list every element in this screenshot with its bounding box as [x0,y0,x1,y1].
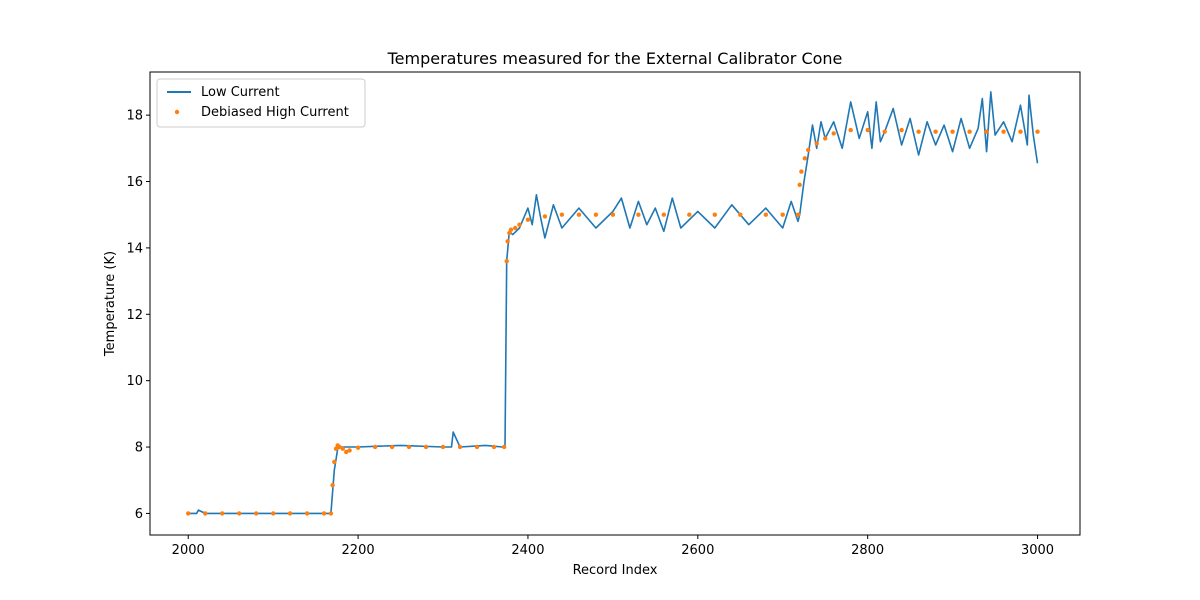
scatter-point [220,511,225,516]
legend-box [156,78,366,128]
y-axis-label: Temperature (K) [103,251,118,357]
x-tick-label: 3000 [1021,543,1054,558]
scatter-point [474,444,480,450]
axes-frame [149,71,1081,536]
scatter-point [328,511,334,516]
scatter-point [882,129,887,134]
x-axis: 2000 2200 2400 2600 2800 3000 [172,535,1054,558]
x-tick-label: 2000 [172,543,205,558]
scatter-point [806,147,811,153]
legend-marker-swatch [174,109,180,115]
scatter-point [799,169,804,174]
scatter-point [457,444,463,450]
scatter-point [1001,129,1006,134]
scatter-point [916,129,921,134]
scatter-point [287,511,293,516]
scatter-point [967,129,972,134]
series-line-low-current [188,91,1039,515]
scatter-point [502,444,507,450]
scatter-point [271,511,276,516]
scatter-point [491,444,497,450]
scatter-point [848,127,853,133]
scatter-point [337,444,342,450]
legend-label-debiased-high-current: Debiased High Current [201,105,349,120]
scatter-point [636,212,641,217]
scatter-point [802,156,807,161]
scatter-point [406,444,412,450]
legend: Low Current Debiased High Current [156,78,366,128]
scatter-point [347,448,352,453]
scatter-point [304,511,310,516]
scatter-point [254,511,259,516]
y-axis: 6 8 10 12 14 16 18 [126,109,150,522]
y-tick-label: 14 [126,241,143,256]
y-tick-label: 6 [135,507,143,522]
scatter-point [203,511,208,516]
scatter-point [576,212,582,217]
scatter-point [823,136,828,141]
scatter-point [831,131,836,136]
scatter-point [763,212,768,217]
scatter-point [186,511,191,516]
y-tick-label: 10 [126,374,143,389]
scatter-point [389,444,395,450]
scatter-point [661,212,666,217]
scatter-point [505,239,510,244]
legend-label-low-current: Low Current [201,85,280,100]
scatter-point [797,182,802,187]
x-tick-label: 2200 [342,543,375,558]
scatter-point [237,511,242,516]
y-tick-label: 18 [126,109,143,124]
scatter-point [593,212,599,217]
scatter-point [687,212,692,217]
x-tick-label: 2800 [851,543,884,558]
scatter-point [440,444,446,450]
scatter-point [344,449,349,455]
scatter-point [712,212,717,217]
scatter-point [738,212,743,217]
scatter-point [333,446,339,451]
scatter-point [1035,129,1040,134]
plot-area [149,71,1081,536]
scatter-point [423,444,429,450]
scatter-point [504,259,509,264]
x-axis-label: Record Index [573,563,658,578]
y-tick-label: 12 [126,308,143,323]
scatter-point [321,511,327,516]
scatter-point [950,129,955,134]
scatter-point [355,445,361,450]
scatter-point [610,212,616,217]
scatter-point [984,129,989,134]
scatter-point [899,127,904,133]
scatter-point [542,214,548,219]
scatter-point [1018,129,1023,134]
scatter-point [372,444,378,450]
axes-background [150,72,1080,535]
scatter-point [559,212,565,217]
scatter-point [507,230,512,236]
scatter-point [332,459,337,465]
scatter-point [795,212,801,217]
scatter-point [933,129,938,134]
scatter-point [508,227,514,232]
scatter-point [865,127,870,133]
series-layer [186,91,1040,516]
chart-title: Temperatures measured for the External C… [387,49,843,68]
scatter-point [525,217,531,222]
x-tick-label: 2400 [511,543,544,558]
scatter-point [814,141,819,146]
x-tick-label: 2600 [681,543,714,558]
y-tick-label: 16 [126,175,143,190]
scatter-point [340,446,345,451]
scatter-point [513,225,518,231]
scatter-point [517,222,522,227]
y-tick-label: 8 [135,441,143,456]
scatter-point [330,483,335,488]
scatter-point [780,212,785,217]
